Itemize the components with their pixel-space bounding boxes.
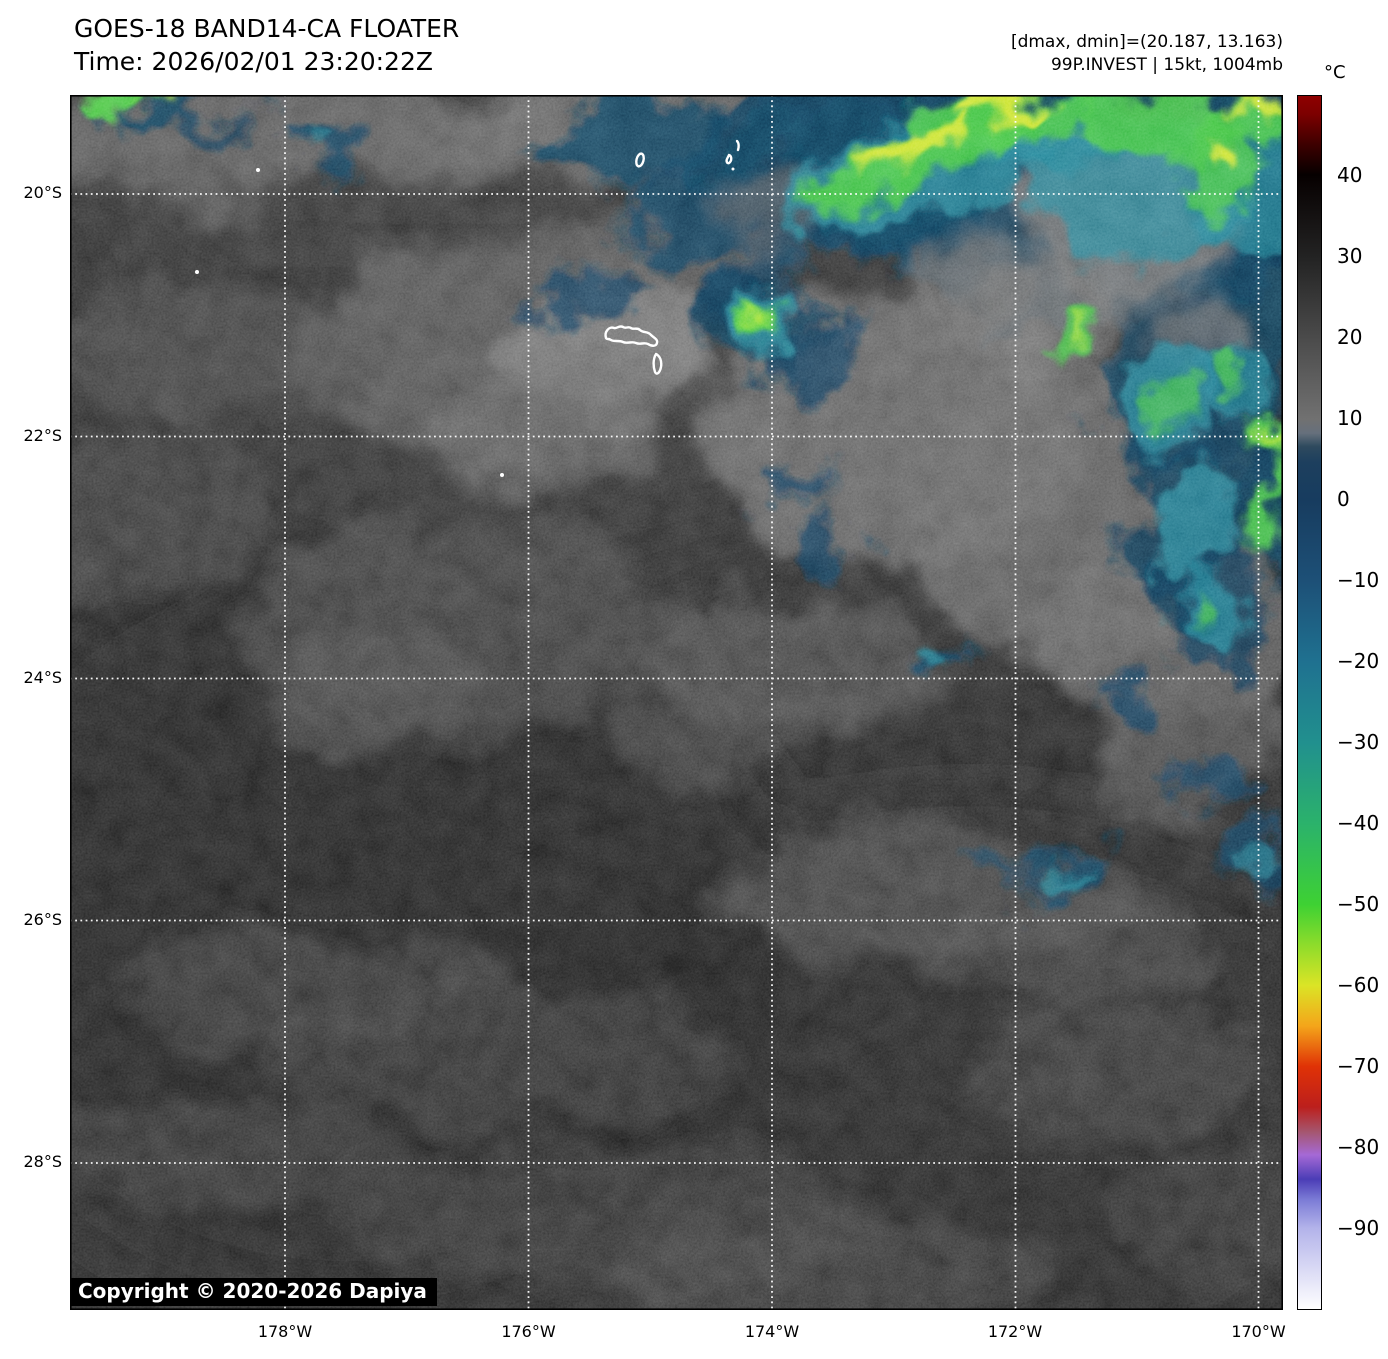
- colorbar-tick-label: −90: [1337, 1216, 1380, 1240]
- colorbar-tick-label: 30: [1337, 244, 1363, 268]
- colorbar-tick-label: 20: [1337, 325, 1363, 349]
- grain-texture: [70, 95, 1283, 1310]
- islet-dot-2: [256, 168, 260, 172]
- colorbar: [1297, 95, 1322, 1310]
- copyright-badge: Copyright © 2020-2026 Dapiya: [70, 1278, 437, 1306]
- colorbar-tick-label: −70: [1337, 1054, 1380, 1078]
- product-title: GOES-18 BAND14-CA FLOATER: [74, 14, 460, 43]
- island-strip-2: [725, 153, 733, 165]
- islet-dot-1: [731, 167, 735, 171]
- storm-info: 99P.INVEST | 15kt, 1004mb: [1050, 55, 1283, 75]
- lon-label: 174°W: [744, 1322, 800, 1341]
- header-left: GOES-18 BAND14-CA FLOATER Time: 2026/02/…: [74, 12, 459, 78]
- lat-label: 26°S: [23, 909, 62, 929]
- colorbar-tick-label: 10: [1337, 406, 1363, 430]
- colorbar-tick-label: −60: [1337, 973, 1380, 997]
- colorbar-tick-label: −40: [1337, 811, 1380, 835]
- colorbar-tick-label: −30: [1337, 730, 1380, 754]
- islet-dot-4: [500, 473, 504, 477]
- colorbar-tick-label: −10: [1337, 568, 1380, 592]
- lat-label: 20°S: [23, 183, 62, 202]
- map-border: [70, 95, 1283, 1310]
- latitude-axis: 20°S 22°S 24°S 26°S 28°S: [0, 0, 62, 1359]
- satellite-image: [70, 95, 1283, 1310]
- lon-label: 172°W: [987, 1322, 1043, 1341]
- islet-dot-3: [195, 270, 199, 274]
- header-right: [dmax, dmin]=(20.187, 13.163) 99P.INVEST…: [1011, 31, 1283, 77]
- lon-label: 178°W: [257, 1322, 313, 1341]
- island-ring: [635, 152, 645, 168]
- satellite-map: Copyright © 2020-2026 Dapiya: [70, 95, 1283, 1310]
- lat-label: 28°S: [23, 1152, 62, 1171]
- colorbar-tick-label: −20: [1337, 649, 1380, 673]
- timestamp: Time: 2026/02/01 23:20:22Z: [74, 47, 433, 76]
- lon-label: 170°W: [1231, 1322, 1286, 1341]
- lon-label: 176°W: [501, 1322, 556, 1341]
- colorbar-unit-label: °C: [1324, 62, 1346, 83]
- lat-label: 24°S: [23, 667, 62, 687]
- dmax-dmin-readout: [dmax, dmin]=(20.187, 13.163): [1010, 32, 1283, 52]
- lat-label: 22°S: [23, 425, 62, 445]
- colorbar-tick-label: 40: [1337, 163, 1363, 187]
- island-strip-1: [735, 139, 740, 152]
- colorbar-tick-label: 0: [1337, 487, 1350, 511]
- island-outlines: [195, 139, 740, 477]
- colorbar-tick-label: −50: [1337, 892, 1380, 916]
- colorbar-tick-label: −80: [1337, 1135, 1380, 1159]
- island-tongatapu: [604, 325, 659, 347]
- island-eua: [652, 352, 663, 375]
